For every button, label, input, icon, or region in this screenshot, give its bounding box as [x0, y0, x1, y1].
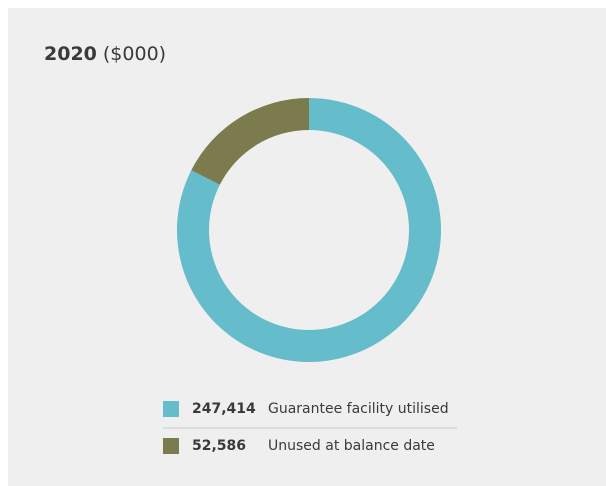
- legend-label: Unused at balance date: [268, 438, 435, 454]
- legend-swatch: [163, 438, 179, 454]
- legend-value: 247,414: [192, 401, 256, 417]
- panel: [8, 8, 606, 486]
- legend-label: Guarantee facility utilised: [268, 401, 449, 417]
- title-unit: ($000): [103, 43, 166, 65]
- chart-title: 2020 ($000): [44, 43, 166, 65]
- donut-segment: [191, 98, 309, 185]
- title-year: 2020: [44, 43, 97, 65]
- legend-value: 52,586: [192, 438, 246, 454]
- legend-swatch: [163, 401, 179, 417]
